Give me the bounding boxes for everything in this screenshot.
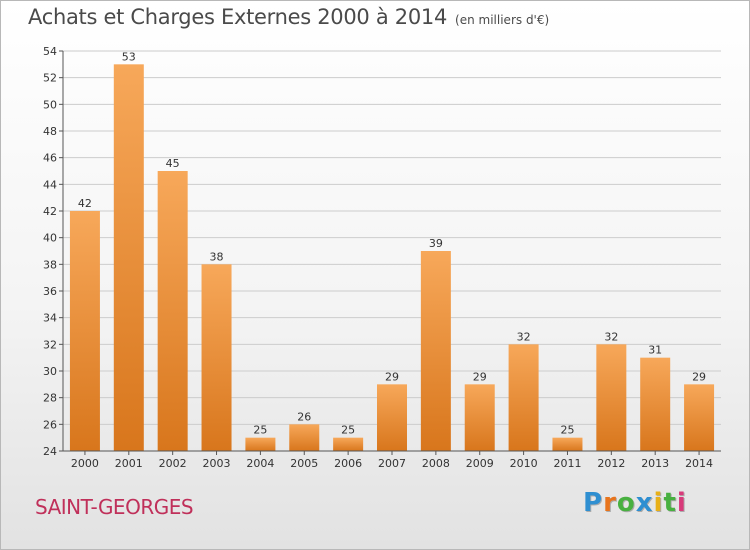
data-label: 29 [692, 370, 706, 383]
data-label: 25 [560, 424, 574, 437]
logo-letter: i [676, 488, 687, 518]
y-tick-label: 48 [43, 125, 57, 138]
logo-letter: P [583, 488, 604, 518]
y-tick-label: 42 [43, 205, 57, 218]
x-tick-label: 2000 [71, 457, 99, 470]
y-tick-label: 32 [43, 338, 57, 351]
data-label: 26 [297, 410, 311, 423]
data-label: 29 [473, 370, 487, 383]
x-tick-label: 2008 [422, 457, 450, 470]
chart-title: Achats et Charges Externes 2000 à 2014 (e… [28, 5, 549, 29]
y-tick-label: 54 [43, 45, 57, 58]
data-label: 38 [210, 250, 224, 263]
bar [508, 344, 539, 451]
y-tick-label: 40 [43, 232, 57, 245]
bar [464, 384, 495, 451]
bar [201, 264, 232, 451]
x-tick-label: 2003 [203, 457, 231, 470]
data-label: 25 [341, 424, 355, 437]
x-tick-label: 2009 [466, 457, 494, 470]
x-tick-label: 2001 [115, 457, 143, 470]
proxiti-logo: Proxiti [583, 488, 687, 518]
data-label: 31 [648, 344, 662, 357]
x-tick-label: 2002 [159, 457, 187, 470]
chart-unit: (en milliers d'€) [455, 13, 550, 27]
bar [289, 424, 320, 451]
data-label: 32 [604, 330, 618, 343]
commune-name: SAINT-GEORGES [35, 495, 194, 519]
data-label: 32 [517, 330, 531, 343]
x-tick-label: 2006 [334, 457, 362, 470]
data-label: 45 [166, 157, 180, 170]
bar [113, 64, 144, 452]
y-tick-label: 26 [43, 418, 57, 431]
bar [157, 171, 188, 451]
axes: 24 26 28 30 32 34 36 38 40 42 44 46 48 50 52 54 2000 2001… [43, 45, 721, 470]
data-label: 29 [385, 370, 399, 383]
bar [245, 437, 276, 451]
y-tick-label: 52 [43, 72, 57, 85]
bar [377, 384, 407, 451]
logo-letter: o [616, 488, 636, 518]
data-label: 53 [122, 50, 136, 63]
y-tick-label: 38 [43, 258, 57, 271]
x-tick-label: 2010 [510, 457, 538, 470]
data-label: 25 [253, 424, 267, 437]
bar [420, 251, 451, 451]
chart-title-text: Achats et Charges Externes 2000 à 2014 [28, 5, 448, 29]
x-tick-label: 2011 [553, 457, 581, 470]
data-label: 39 [429, 237, 443, 250]
x-tick-label: 2007 [378, 457, 406, 470]
logo-letter: x [635, 488, 654, 518]
x-tick-label: 2013 [641, 457, 669, 470]
bar [596, 344, 627, 451]
bars: 42 53 45 38 25 26 25 29 39 29 32 25 32 31 29 [69, 50, 715, 452]
bar [333, 437, 364, 451]
x-tick-label: 2004 [246, 457, 274, 470]
logo-letter: r [603, 488, 617, 518]
bar [640, 357, 671, 451]
y-tick-label: 28 [43, 392, 57, 405]
y-tick-label: 50 [43, 98, 57, 111]
logo-letter: i [653, 488, 664, 518]
y-tick-label: 34 [43, 312, 57, 325]
y-tick-label: 24 [43, 445, 57, 458]
data-label: 42 [78, 197, 92, 210]
x-tick-label: 2014 [685, 457, 713, 470]
y-tick-label: 30 [43, 365, 57, 378]
y-tick-label: 46 [43, 152, 57, 165]
logo-letter: t [663, 488, 677, 518]
bar [552, 437, 583, 451]
bar [684, 384, 715, 451]
x-tick-label: 2012 [597, 457, 625, 470]
y-tick-label: 44 [43, 178, 57, 191]
bar [69, 211, 100, 451]
y-tick-label: 36 [43, 285, 57, 298]
x-tick-label: 2005 [290, 457, 318, 470]
